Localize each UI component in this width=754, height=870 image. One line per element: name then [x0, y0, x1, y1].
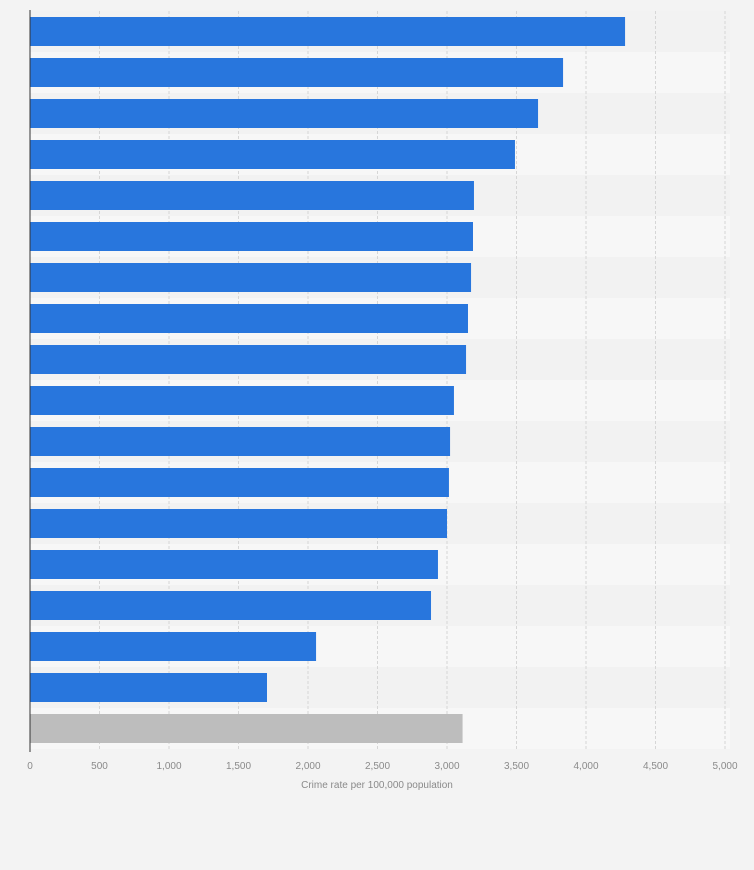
- x-tick-label: 3,000: [434, 761, 459, 772]
- bar[interactable]: [30, 58, 564, 87]
- bar[interactable]: [30, 632, 317, 661]
- x-tick-label: 4,000: [573, 761, 598, 772]
- bar[interactable]: [30, 345, 467, 374]
- bar[interactable]: [30, 140, 515, 169]
- bar[interactable]: [30, 263, 472, 292]
- bar[interactable]: [30, 222, 473, 251]
- x-tick-label: 2,000: [295, 761, 320, 772]
- bar[interactable]: [30, 673, 267, 702]
- x-tick-label: 2,500: [365, 761, 390, 772]
- x-tick-label: 3,500: [504, 761, 529, 772]
- bar[interactable]: [30, 509, 447, 538]
- x-tick-label: 1,500: [226, 761, 251, 772]
- bar[interactable]: [30, 304, 468, 333]
- x-tick-label: 5,000: [712, 761, 737, 772]
- x-tick-label: 1,000: [156, 761, 181, 772]
- bar[interactable]: [30, 386, 454, 415]
- bar[interactable]: [30, 181, 474, 210]
- x-tick-label: 4,500: [643, 761, 668, 772]
- bar[interactable]: [30, 427, 451, 456]
- bar[interactable]: [30, 99, 539, 128]
- x-tick-label: 500: [91, 761, 108, 772]
- bar[interactable]: [30, 714, 463, 743]
- x-axis-label: Crime rate per 100,000 population: [301, 780, 453, 791]
- bar[interactable]: [30, 468, 449, 497]
- bar[interactable]: [30, 550, 438, 579]
- bar[interactable]: [30, 591, 432, 620]
- bar[interactable]: [30, 17, 626, 46]
- x-tick-label: 0: [27, 761, 33, 772]
